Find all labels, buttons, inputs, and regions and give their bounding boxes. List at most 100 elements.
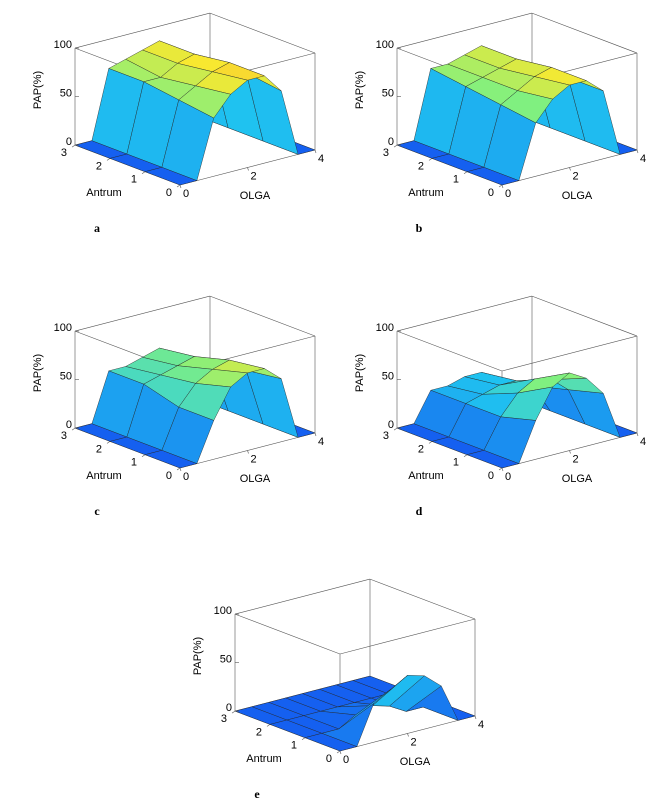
panel-letter: e xyxy=(254,787,260,801)
antrum-tick xyxy=(336,750,341,754)
z-tick-label: 100 xyxy=(376,39,394,51)
box-edge xyxy=(396,330,503,372)
olga-tick-label: 2 xyxy=(250,170,256,182)
antrum-tick-label: 2 xyxy=(96,443,102,455)
z-tick-label: 50 xyxy=(382,88,394,100)
olga-tick-label: 4 xyxy=(318,153,324,165)
antrum-tick xyxy=(176,184,181,188)
z-tick-label: 100 xyxy=(214,605,232,617)
z-axis-label: PAP(%) xyxy=(354,71,366,109)
z-axis-label: PAP(%) xyxy=(32,71,44,109)
box-edge xyxy=(209,295,316,337)
antrum-tick xyxy=(498,467,503,471)
antrum-axis-label: Antrum xyxy=(246,753,281,765)
surface-patch xyxy=(466,450,520,469)
z-tick-label: 50 xyxy=(382,371,394,383)
olga-tick-label: 0 xyxy=(183,188,189,200)
panel-letter: b xyxy=(416,221,423,235)
antrum-tick xyxy=(106,158,111,161)
antrum-tick-label: 0 xyxy=(488,470,494,482)
surface-patch xyxy=(144,450,198,469)
antrum-tick xyxy=(176,467,181,471)
box-edge xyxy=(396,12,533,49)
surface-patch xyxy=(144,167,198,186)
olga-tick xyxy=(407,733,409,737)
box-edge xyxy=(234,578,371,615)
antrum-tick-label: 3 xyxy=(221,713,227,725)
olga-tick-label: 2 xyxy=(572,453,578,465)
olga-tick-label: 2 xyxy=(410,736,416,748)
antrum-tick xyxy=(106,441,111,444)
olga-tick xyxy=(179,184,182,189)
box-edge xyxy=(531,12,638,54)
antrum-tick xyxy=(141,454,146,457)
antrum-tick xyxy=(463,171,468,174)
z-tick-label: 0 xyxy=(388,136,394,148)
panel-letter: a xyxy=(94,221,100,235)
olga-tick-label: 0 xyxy=(343,754,349,766)
olga-tick-label: 2 xyxy=(572,170,578,182)
antrum-tick-label: 0 xyxy=(488,187,494,199)
box-edge xyxy=(209,12,316,54)
olga-tick xyxy=(247,167,249,171)
olga-tick xyxy=(569,450,571,454)
antrum-tick-label: 3 xyxy=(383,430,389,442)
olga-tick xyxy=(339,750,342,755)
antrum-tick xyxy=(428,158,433,161)
z-tick-label: 0 xyxy=(66,419,72,431)
antrum-tick-label: 2 xyxy=(418,160,424,172)
antrum-tick xyxy=(71,427,76,431)
panel-letter: d xyxy=(416,504,423,518)
antrum-tick-label: 1 xyxy=(131,457,137,469)
surface-patch xyxy=(466,167,520,186)
olga-tick-label: 4 xyxy=(478,719,484,731)
olga-tick xyxy=(501,184,504,189)
olga-axis-label: OLGA xyxy=(562,473,593,485)
z-tick-label: 50 xyxy=(60,371,72,383)
antrum-tick-label: 0 xyxy=(166,470,172,482)
box-edge xyxy=(74,295,211,332)
antrum-tick-label: 3 xyxy=(61,147,67,159)
antrum-tick xyxy=(231,710,236,714)
antrum-axis-label: Antrum xyxy=(408,470,443,482)
olga-axis-label: OLGA xyxy=(240,473,271,485)
olga-tick xyxy=(247,450,249,454)
olga-tick-label: 4 xyxy=(318,436,324,448)
antrum-tick xyxy=(301,737,306,740)
olga-tick xyxy=(501,467,504,472)
z-axis-label: PAP(%) xyxy=(32,354,44,392)
antrum-tick-label: 2 xyxy=(418,443,424,455)
antrum-tick-label: 3 xyxy=(383,147,389,159)
antrum-axis-label: Antrum xyxy=(408,187,443,199)
antrum-tick xyxy=(266,724,271,727)
z-axis-label: PAP(%) xyxy=(354,354,366,392)
olga-tick-label: 0 xyxy=(505,471,511,483)
antrum-tick-label: 0 xyxy=(166,187,172,199)
antrum-tick-label: 1 xyxy=(131,174,137,186)
z-tick-label: 100 xyxy=(54,39,72,51)
olga-tick-label: 4 xyxy=(640,153,646,165)
box-edge xyxy=(339,618,476,655)
z-tick-label: 50 xyxy=(60,88,72,100)
olga-axis-label: OLGA xyxy=(240,190,271,202)
antrum-tick-label: 2 xyxy=(256,726,262,738)
olga-tick xyxy=(314,149,317,154)
olga-tick-label: 0 xyxy=(505,188,511,200)
antrum-tick-label: 0 xyxy=(326,753,332,765)
panel-letter: c xyxy=(94,504,100,518)
z-tick-label: 50 xyxy=(220,654,232,666)
olga-tick-label: 2 xyxy=(250,453,256,465)
antrum-tick xyxy=(463,454,468,457)
olga-tick xyxy=(636,149,639,154)
antrum-tick-label: 1 xyxy=(453,174,459,186)
antrum-tick xyxy=(141,171,146,174)
box-edge xyxy=(396,295,533,332)
z-tick-label: 0 xyxy=(226,702,232,714)
olga-tick-label: 4 xyxy=(640,436,646,448)
olga-tick xyxy=(314,432,317,437)
